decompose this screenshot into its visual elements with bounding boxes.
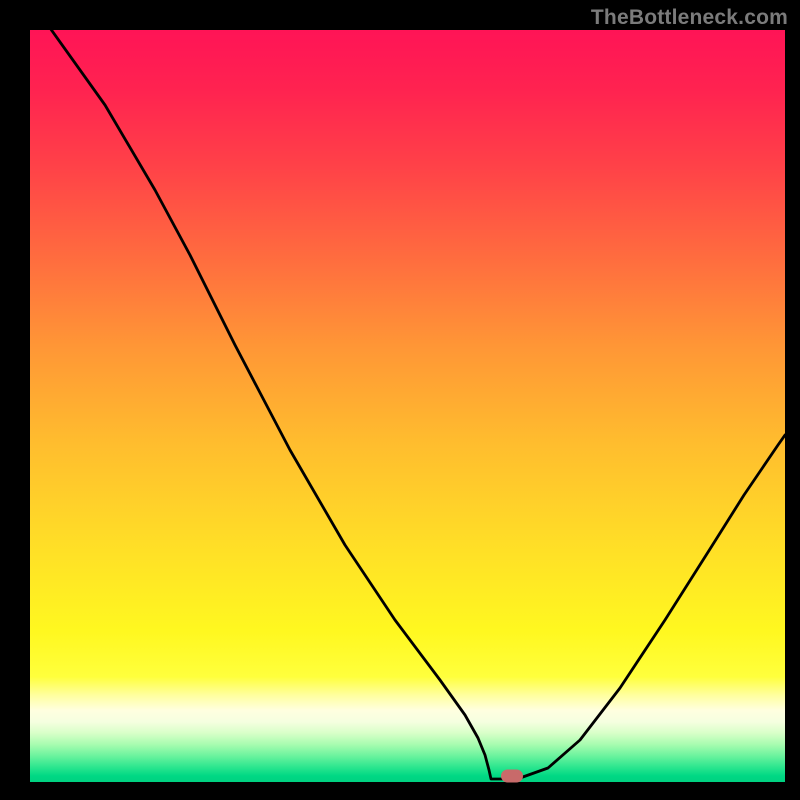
curve-path — [30, 30, 785, 779]
chart-frame: TheBottleneck.com — [0, 0, 800, 800]
optimum-marker — [501, 770, 523, 783]
plot-area — [30, 30, 785, 782]
watermark-text: TheBottleneck.com — [591, 6, 788, 30]
bottleneck-curve — [30, 30, 785, 782]
